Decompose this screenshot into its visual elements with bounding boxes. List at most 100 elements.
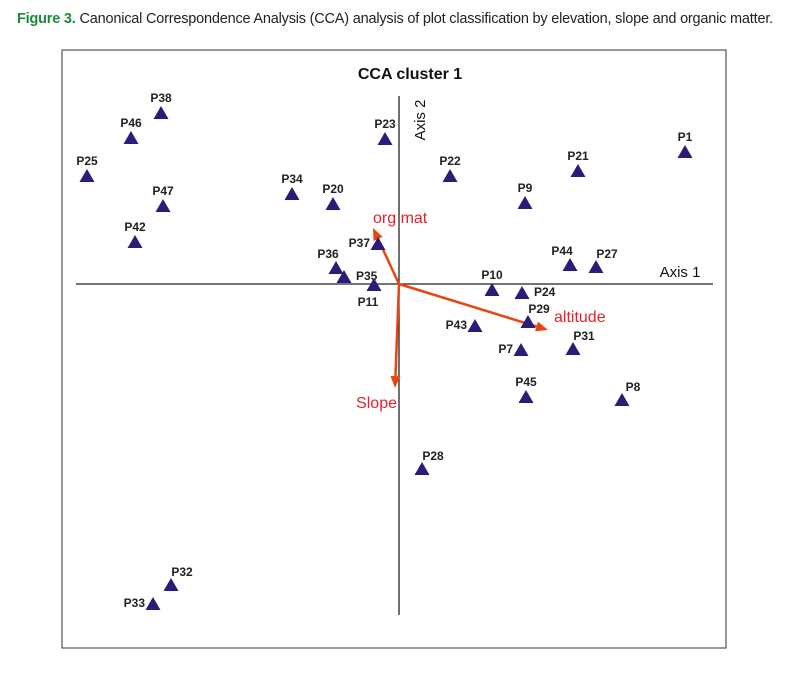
triangle-marker xyxy=(336,270,352,283)
point-P34: P34 xyxy=(281,172,303,200)
arrowhead-icon xyxy=(373,228,383,241)
x-axis-label: Axis 1 xyxy=(660,264,701,281)
point-label: P37 xyxy=(349,236,371,250)
point-P38: P38 xyxy=(150,91,172,119)
triangle-marker xyxy=(145,597,161,610)
point-P27: P27 xyxy=(588,247,618,273)
plot-frame xyxy=(61,49,727,649)
triangle-marker xyxy=(562,258,578,271)
point-P9: P9 xyxy=(517,181,533,209)
triangle-marker xyxy=(155,199,171,212)
point-label: P43 xyxy=(446,318,468,332)
triangle-marker xyxy=(366,278,382,291)
point-label: P38 xyxy=(150,91,172,105)
triangle-marker xyxy=(514,286,530,299)
point-P42: P42 xyxy=(124,220,146,248)
point-P20: P20 xyxy=(322,182,344,210)
point-label: P47 xyxy=(152,184,174,198)
point-label: P44 xyxy=(551,244,573,258)
triangle-marker xyxy=(588,260,604,273)
point-P46: P46 xyxy=(120,116,142,144)
vector-label: altitude xyxy=(554,309,606,326)
triangle-marker xyxy=(614,393,630,406)
point-label: P29 xyxy=(528,302,550,316)
vector-line xyxy=(398,282,537,328)
point-label: P33 xyxy=(124,596,146,610)
vector-label: org mat xyxy=(373,210,428,227)
vector-altitude: altitude xyxy=(398,282,606,332)
point-P33: P33 xyxy=(124,596,161,610)
point-label: P46 xyxy=(120,116,142,130)
point-label: P45 xyxy=(515,375,537,389)
arrowhead-icon xyxy=(535,321,548,332)
point-P31: P31 xyxy=(565,329,595,355)
triangle-marker xyxy=(370,237,386,250)
point-label: P24 xyxy=(534,285,556,299)
triangle-marker xyxy=(123,131,139,144)
triangle-marker xyxy=(442,169,458,182)
point-label: P7 xyxy=(498,342,513,356)
point-label: P10 xyxy=(481,268,503,282)
figure-caption: Figure 3. Canonical Correspondence Analy… xyxy=(17,11,773,27)
point-label: P28 xyxy=(422,449,444,463)
triangle-marker xyxy=(467,319,483,332)
point-label: P31 xyxy=(573,329,595,343)
triangle-marker xyxy=(565,342,581,355)
point-P10: P10 xyxy=(481,268,503,296)
point-P45: P45 xyxy=(515,375,537,403)
point-P25: P25 xyxy=(76,154,98,182)
point-label: P23 xyxy=(374,117,396,131)
figure-label: Figure 3. xyxy=(17,11,76,27)
point-P35: P35 xyxy=(336,269,378,283)
vector-line xyxy=(394,283,401,377)
point-label: P8 xyxy=(626,380,641,394)
point-P44: P44 xyxy=(551,244,578,271)
triangle-marker xyxy=(127,235,143,248)
point-P28: P28 xyxy=(414,449,444,475)
point-P29: P29 xyxy=(520,302,550,328)
point-label: P32 xyxy=(171,565,193,579)
triangle-marker xyxy=(677,145,693,158)
point-P21: P21 xyxy=(567,149,589,177)
vector-label: Slope xyxy=(356,395,397,412)
vector-Slope: Slope xyxy=(356,283,401,412)
triangle-marker xyxy=(520,315,536,328)
triangle-marker xyxy=(284,187,300,200)
point-P24: P24 xyxy=(514,285,556,299)
point-P11: P11 xyxy=(358,278,382,309)
triangle-marker xyxy=(414,462,430,475)
y-axis-label: Axis 2 xyxy=(412,100,429,141)
triangle-marker xyxy=(328,261,344,274)
point-label: P35 xyxy=(356,269,378,283)
point-P8: P8 xyxy=(614,380,641,406)
triangle-marker xyxy=(518,390,534,403)
point-P36: P36 xyxy=(317,247,344,274)
point-P43: P43 xyxy=(446,318,483,332)
triangle-marker xyxy=(513,343,529,356)
triangle-marker xyxy=(79,169,95,182)
point-P1: P1 xyxy=(677,130,693,158)
point-P22: P22 xyxy=(439,154,461,182)
point-label: P25 xyxy=(76,154,98,168)
triangle-marker xyxy=(153,106,169,119)
point-P37: P37 xyxy=(349,236,386,250)
point-P32: P32 xyxy=(163,565,193,591)
point-label: P27 xyxy=(596,247,618,261)
arrowhead-icon xyxy=(390,375,401,388)
triangle-marker xyxy=(377,132,393,145)
triangle-marker xyxy=(484,283,500,296)
point-label: P21 xyxy=(567,149,589,163)
point-label: P11 xyxy=(358,295,379,309)
figure-caption-text: Canonical Correspondence Analysis (CCA) … xyxy=(75,11,773,27)
point-label: P20 xyxy=(322,182,344,196)
point-label: P42 xyxy=(124,220,146,234)
point-label: P1 xyxy=(678,130,693,144)
triangle-marker xyxy=(570,164,586,177)
point-P23: P23 xyxy=(374,117,396,145)
point-label: P36 xyxy=(317,247,339,261)
point-P47: P47 xyxy=(152,184,174,212)
point-label: P9 xyxy=(518,181,533,195)
triangle-marker xyxy=(325,197,341,210)
triangle-marker xyxy=(163,578,179,591)
